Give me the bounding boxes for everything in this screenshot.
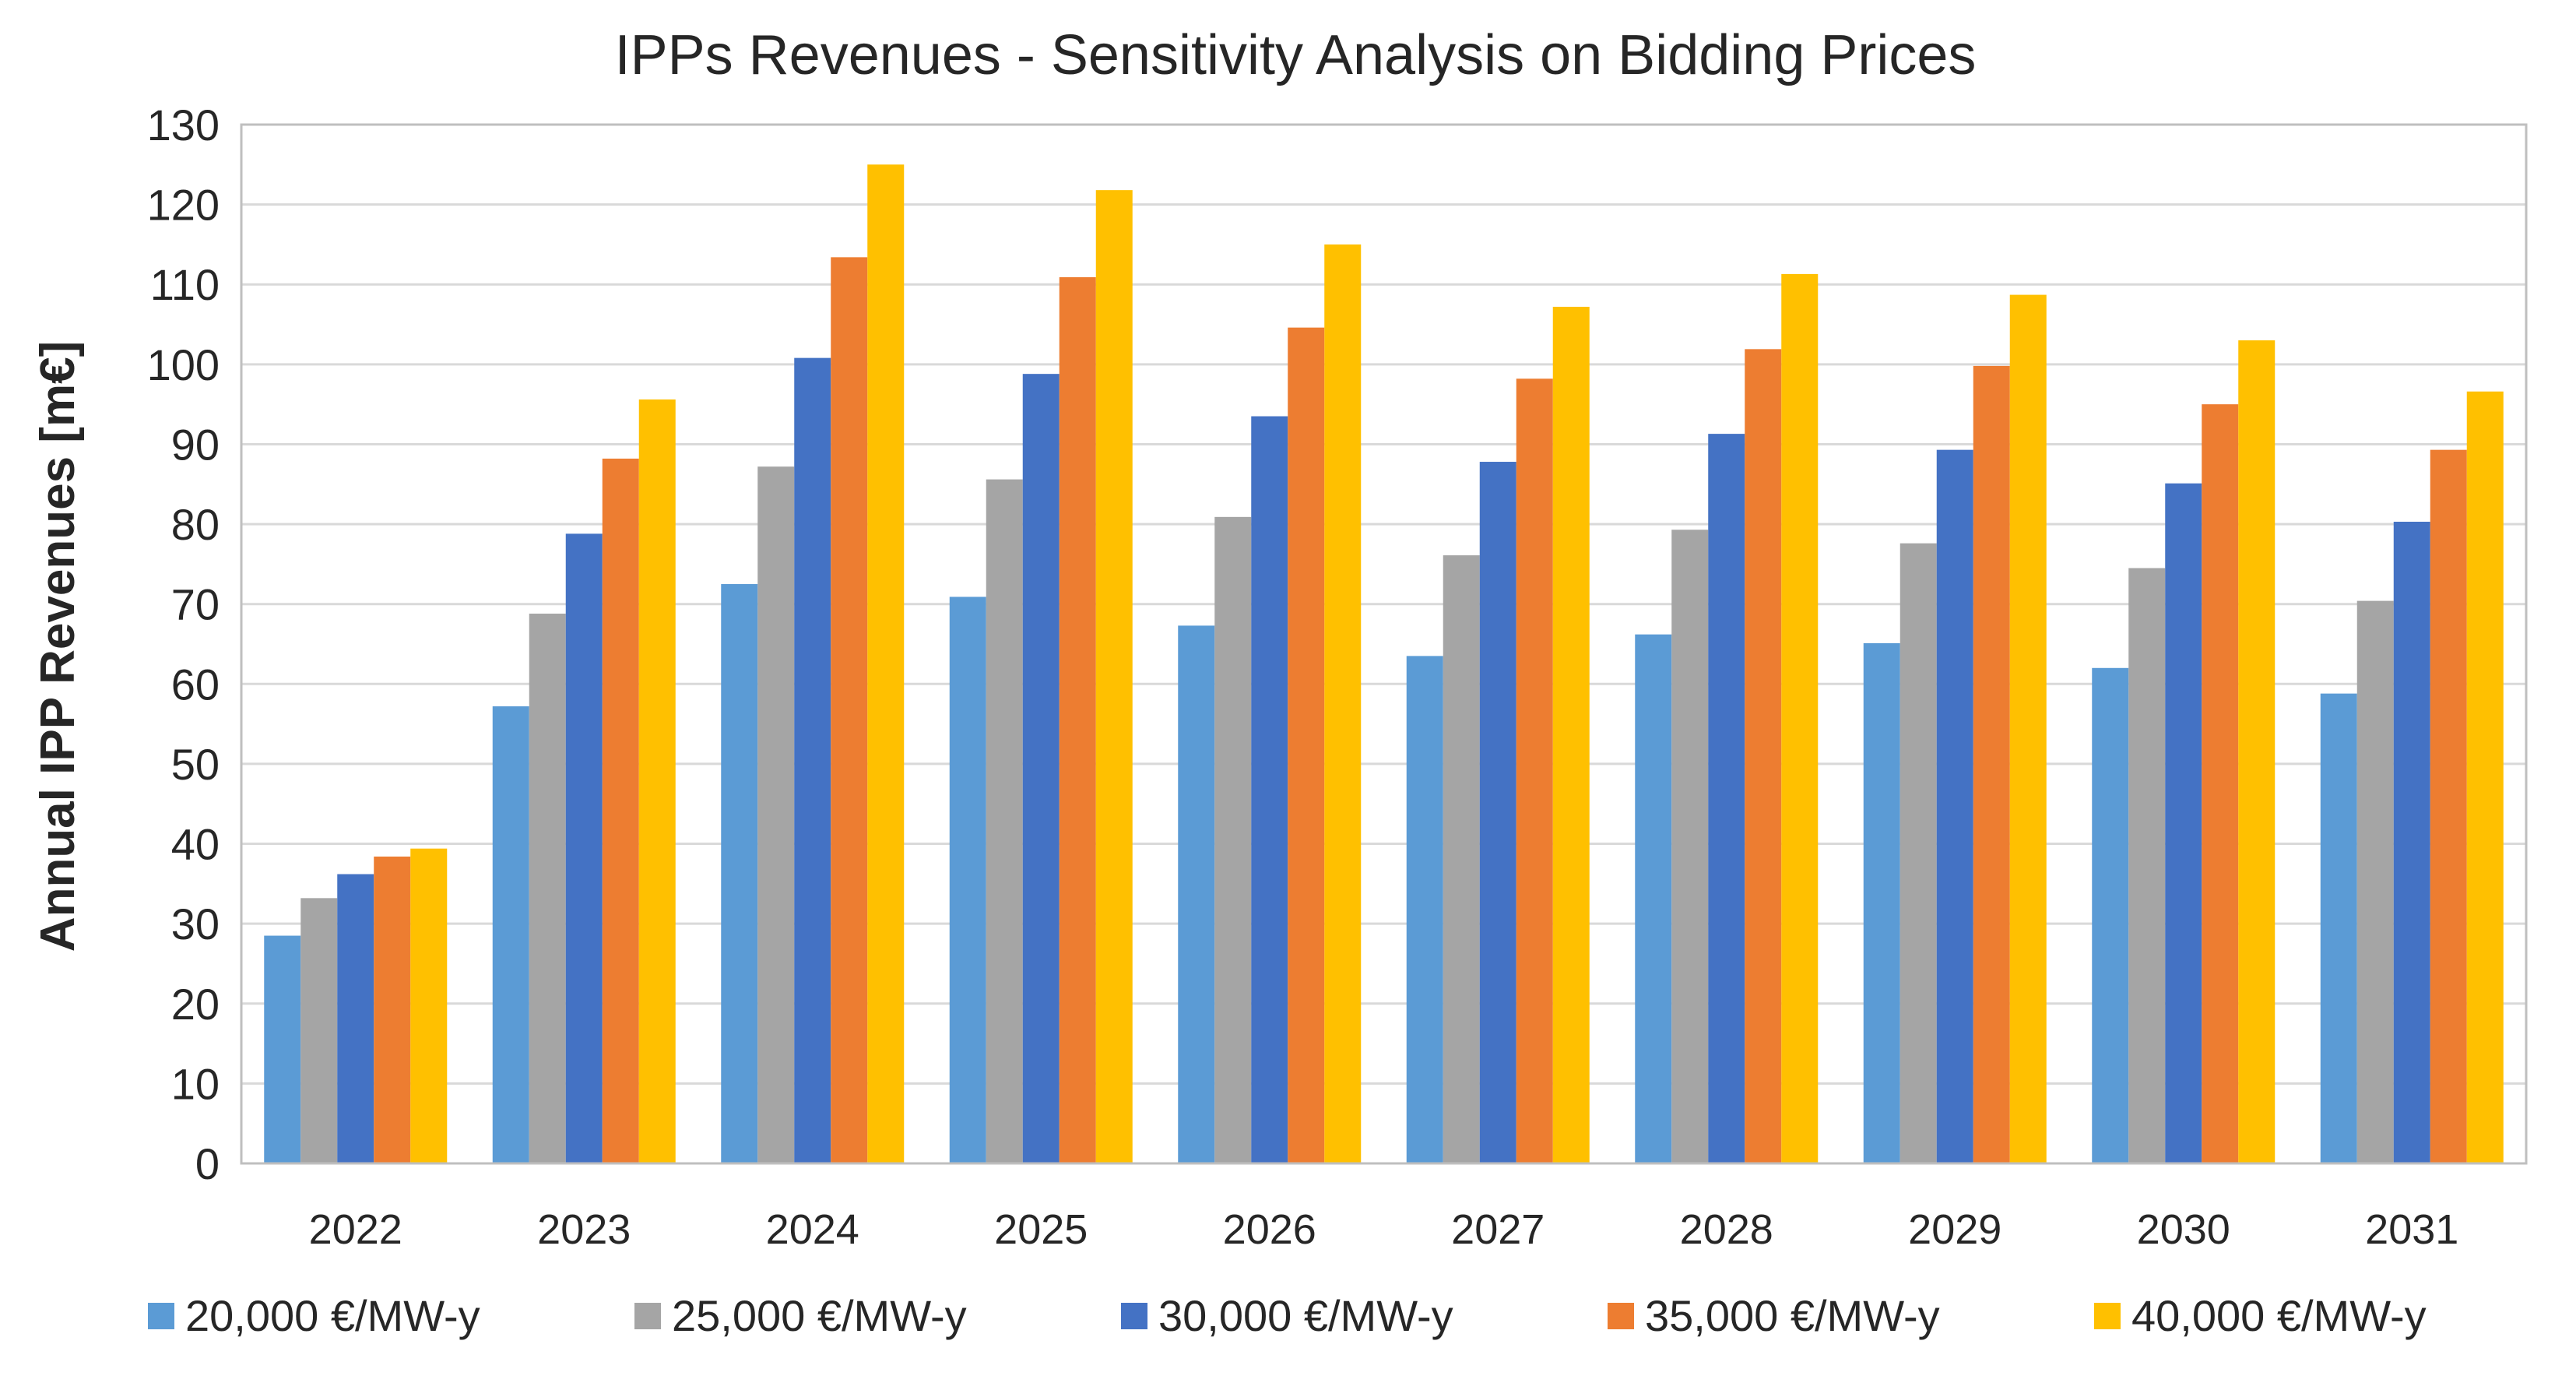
x-tick-label: 2030: [2137, 1206, 2230, 1253]
bar-2031-series-1: [2320, 693, 2357, 1163]
bar-2028-series-2: [1671, 530, 1709, 1163]
y-tick-label: 110: [150, 260, 220, 309]
y-tick-label: 80: [171, 500, 220, 549]
bar-2026-series-5: [1324, 244, 1362, 1163]
x-tick-label: 2031: [2365, 1206, 2458, 1253]
bar-2027-series-5: [1552, 306, 1590, 1163]
x-tick-label: 2025: [994, 1206, 1088, 1253]
y-tick-label: 60: [171, 660, 220, 709]
y-tick-label: 70: [171, 580, 220, 629]
bar-2028-series-3: [1708, 434, 1745, 1163]
bar-2024-series-5: [867, 164, 905, 1163]
y-tick-label: 120: [147, 181, 220, 230]
y-tick-label: 90: [171, 420, 220, 469]
bar-2027-series-3: [1479, 462, 1516, 1163]
bar-2024-series-4: [831, 257, 868, 1163]
bar-2024-series-3: [794, 357, 831, 1163]
bar-2026-series-1: [1178, 625, 1215, 1163]
bar-2025-series-3: [1022, 374, 1060, 1163]
y-tick-label: 130: [147, 100, 220, 150]
y-tick-label: 30: [171, 899, 220, 948]
bar-2022-series-1: [264, 935, 301, 1163]
bar-2024-series-2: [757, 466, 795, 1163]
bar-2029-series-2: [1899, 543, 1937, 1163]
bar-2030-series-2: [2128, 568, 2166, 1163]
x-tick-label: 2024: [766, 1206, 859, 1253]
legend: 20,000 €/MW-y 25,000 €/MW-y 30,000 €/MW-y 3…: [148, 1291, 2427, 1340]
bar-2030-series-3: [2165, 483, 2202, 1163]
bar-2023-series-3: [565, 533, 603, 1163]
x-tick-label: 2028: [1680, 1206, 1773, 1253]
legend-label: 40,000 €/MW-y: [2131, 1291, 2427, 1340]
bar-2030-series-5: [2238, 340, 2276, 1163]
bar-2030-series-4: [2202, 404, 2239, 1163]
legend-label: 20,000 €/MW-y: [185, 1291, 480, 1340]
y-tick-label: 0: [195, 1139, 220, 1188]
bar-2025-series-2: [986, 479, 1023, 1163]
bar-2022-series-2: [300, 898, 338, 1163]
bar-2029-series-5: [2009, 294, 2047, 1163]
legend-label: 35,000 €/MW-y: [1645, 1291, 1940, 1340]
bar-2031-series-2: [2356, 600, 2394, 1163]
bar-2029-series-4: [1973, 365, 2010, 1164]
legend-swatch-3: [1121, 1303, 1147, 1329]
bar-2031-series-4: [2430, 449, 2467, 1163]
bar-2023-series-4: [602, 458, 639, 1163]
bar-2023-series-2: [529, 614, 566, 1163]
bar-2025-series-4: [1059, 276, 1096, 1164]
bar-2022-series-3: [337, 874, 374, 1163]
bar-2023-series-5: [638, 399, 676, 1163]
bar-2022-series-5: [410, 848, 448, 1163]
bar-2027-series-1: [1406, 656, 1443, 1163]
bar-2028-series-5: [1781, 273, 1819, 1164]
plot-area-frame: [240, 123, 2528, 1165]
legend-swatch-4: [1608, 1303, 1634, 1329]
legend-swatch-1: [148, 1303, 174, 1329]
bar-2029-series-3: [1936, 449, 1973, 1163]
bar-2025-series-1: [949, 597, 986, 1163]
y-tick-label: 40: [171, 820, 220, 869]
x-tick-label: 2027: [1451, 1206, 1545, 1253]
bar-2027-series-2: [1443, 555, 1480, 1163]
bar-2023-series-1: [492, 706, 529, 1163]
bar-2026-series-3: [1251, 416, 1288, 1163]
bar-2027-series-4: [1516, 378, 1553, 1164]
bar-2026-series-4: [1288, 327, 1325, 1163]
bar-2026-series-2: [1214, 516, 1252, 1163]
x-tick-label: 2026: [1223, 1206, 1316, 1253]
y-tick-label: 50: [171, 740, 220, 789]
bar-2028-series-4: [1745, 349, 1782, 1163]
bar-2024-series-1: [721, 584, 758, 1163]
bar-2029-series-1: [1863, 642, 1900, 1163]
legend-label: 25,000 €/MW-y: [672, 1291, 967, 1340]
x-tick-label: 2022: [309, 1206, 402, 1253]
x-tick-label: 2023: [537, 1206, 631, 1253]
y-tick-label: 20: [171, 980, 220, 1029]
bar-2030-series-1: [2092, 667, 2129, 1163]
bars: [264, 164, 2504, 1164]
x-axis-ticks: 2022 2023 2024 2025 2026 2027 2028 2029 2030 2031: [309, 1206, 2459, 1253]
bar-2025-series-5: [1095, 190, 1133, 1163]
bar-2031-series-5: [2466, 391, 2504, 1164]
bar-2028-series-1: [1635, 634, 1672, 1163]
y-axis-ticks: 0 10 20 30 40 50 60 70 80 90 100 110 120 130: [147, 100, 220, 1188]
legend-swatch-5: [2094, 1303, 2121, 1329]
y-axis-label: Annual IPP Revenues [m€]: [31, 341, 85, 952]
x-tick-label: 2029: [1908, 1206, 2001, 1253]
legend-swatch-2: [634, 1303, 661, 1329]
y-tick-label: 100: [147, 340, 220, 389]
legend-label: 30,000 €/MW-y: [1158, 1291, 1453, 1340]
bar-2031-series-3: [2393, 521, 2430, 1163]
chart-title: IPPs Revenues - Sensitivity Analysis on …: [615, 24, 1977, 86]
bar-2022-series-4: [374, 856, 411, 1163]
y-tick-label: 10: [171, 1059, 220, 1108]
